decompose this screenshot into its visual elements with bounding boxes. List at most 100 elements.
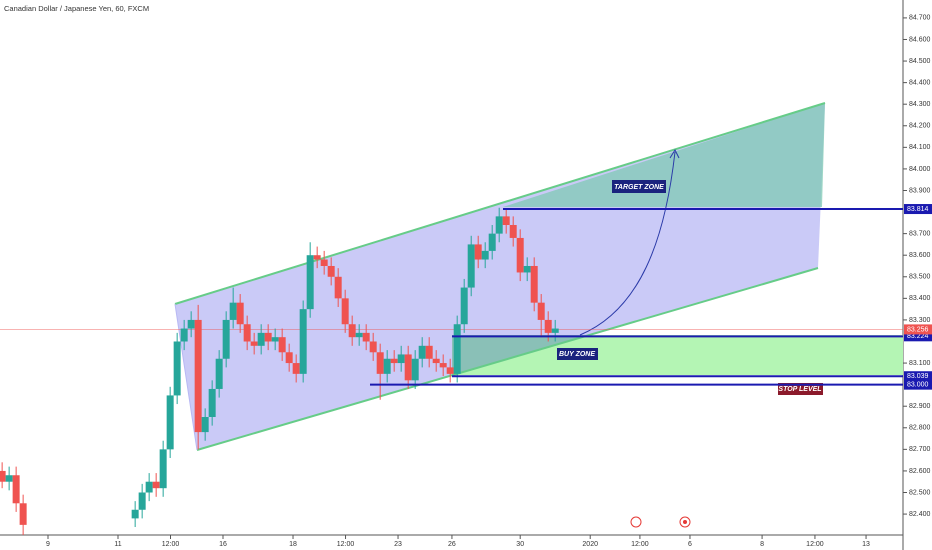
y-tick-label: 82.900: [909, 403, 931, 410]
candle-body: [439, 363, 447, 368]
projection-arrow: [579, 151, 676, 336]
candle-body: [488, 233, 496, 251]
candle-body: [131, 509, 139, 519]
candle-body: [257, 332, 265, 346]
candle-body: [432, 358, 440, 364]
event-icon-dot: [683, 520, 687, 524]
last-price-tag: [904, 324, 932, 335]
candle-body: [327, 265, 335, 277]
candle-body: [313, 255, 321, 260]
candle-body: [460, 287, 468, 325]
candle-body: [397, 354, 405, 364]
price-level-tag: [904, 331, 932, 342]
candle-body: [278, 337, 286, 353]
candle-body: [362, 332, 370, 342]
candle-body: [334, 276, 342, 299]
candle-body: [19, 503, 27, 525]
candle-body: [201, 416, 209, 433]
target-label-box: [612, 180, 666, 193]
candle-body: [495, 216, 503, 234]
buy-label: BUY ZONE: [559, 351, 595, 358]
price-level-label: 83.224: [907, 333, 929, 340]
y-tick-label: 83.600: [909, 252, 931, 259]
price-axis: [903, 0, 932, 550]
x-tick-label: 6: [688, 541, 692, 548]
candle-body: [299, 309, 307, 374]
x-tick-label: 8: [760, 541, 764, 548]
candle-body: [544, 319, 552, 333]
y-tick-label: 84.300: [909, 101, 931, 108]
y-tick-label: 82.400: [909, 511, 931, 518]
target-zone: [503, 103, 825, 207]
y-tick-label: 82.700: [909, 446, 931, 453]
stop-label-box: [778, 383, 823, 395]
y-tick-label: 83.300: [909, 317, 931, 324]
x-tick-label: 2020: [582, 541, 598, 548]
candle-body: [390, 358, 398, 364]
candle-body: [180, 328, 188, 342]
channel-lower: [196, 267, 819, 451]
candle-body: [292, 363, 300, 374]
x-tick-label: 23: [394, 541, 402, 548]
candle-body: [341, 298, 349, 325]
candle-body: [152, 481, 160, 489]
arrow-head: [669, 148, 680, 159]
y-tick-label: 83.900: [909, 187, 931, 194]
candle-body: [404, 354, 412, 381]
channel-upper: [174, 102, 826, 305]
price-level-label: 83.000: [907, 381, 929, 388]
price-level-tag: [904, 371, 932, 382]
candle-body: [474, 244, 482, 260]
event-icon[interactable]: [679, 516, 691, 528]
candle-body: [243, 324, 251, 342]
y-tick-label: 82.500: [909, 489, 931, 496]
candle-body: [264, 332, 272, 342]
candle-body: [502, 216, 510, 226]
candle-body: [509, 225, 517, 238]
candle-body: [355, 332, 363, 338]
price-level-tag: [904, 204, 932, 215]
x-tick-label: 12:00: [631, 541, 649, 548]
candle-body: [481, 250, 489, 260]
x-tick-label: 12:00: [337, 541, 355, 548]
buy-label-box: [557, 348, 598, 360]
candle-body: [453, 324, 461, 374]
y-tick-label: 83.500: [909, 274, 931, 281]
y-tick-label: 84.200: [909, 123, 931, 130]
y-tick-label: 83.700: [909, 230, 931, 237]
y-tick-label: 83.400: [909, 295, 931, 302]
x-tick-label: 30: [516, 541, 524, 548]
candle-body: [383, 358, 391, 374]
candle-body: [348, 324, 356, 338]
candle-body: [467, 244, 475, 288]
candle-body: [369, 341, 377, 353]
candle-body: [376, 352, 384, 374]
candle-body: [194, 319, 202, 433]
candle-body: [159, 449, 167, 489]
y-tick-label: 82.800: [909, 425, 931, 432]
price-level-label: 83.039: [907, 373, 929, 380]
y-tick-label: 84.600: [909, 36, 931, 43]
x-tick-label: 12:00: [162, 541, 180, 548]
x-tick-label: 16: [219, 541, 227, 548]
y-tick-label: 84.100: [909, 144, 931, 151]
price-level-tag: [904, 379, 932, 390]
candle-body: [187, 319, 195, 329]
candle-body: [271, 337, 279, 342]
target-label: TARGET ZONE: [614, 184, 664, 191]
stop-label: STOP LEVEL: [778, 386, 821, 393]
candle-body: [537, 302, 545, 320]
candle-body: [0, 470, 6, 482]
candle-body: [250, 341, 258, 346]
candle-body: [516, 237, 524, 273]
candle-body: [285, 352, 293, 364]
channel-edge: [174, 303, 198, 451]
y-tick-label: 82.600: [909, 468, 931, 475]
x-tick-label: 9: [46, 541, 50, 548]
event-icon[interactable]: [630, 516, 642, 528]
candle-body: [208, 388, 216, 417]
chart-title: Canadian Dollar / Japanese Yen, 60, FXCM: [4, 4, 149, 13]
candle-body: [222, 319, 230, 359]
y-tick-label: 84.700: [909, 15, 931, 22]
